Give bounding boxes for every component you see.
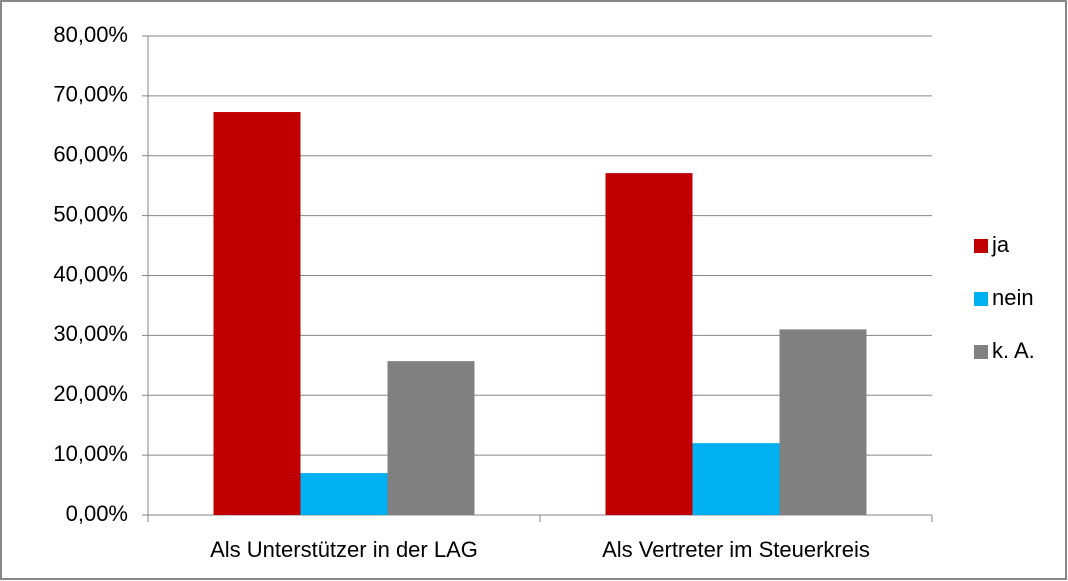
y-tick-label: 0,00% (66, 501, 128, 526)
y-tick-label: 50,00% (53, 201, 128, 226)
legend-label: ja (991, 232, 1010, 257)
legend-label: k. A. (992, 338, 1035, 363)
y-tick-label: 70,00% (53, 82, 128, 107)
bar (387, 361, 475, 515)
legend-label: nein (992, 285, 1034, 310)
y-tick-label: 20,00% (53, 381, 128, 406)
bar (779, 329, 867, 515)
bar (300, 473, 388, 515)
x-tick-label: Als Unterstützer in der LAG (210, 537, 478, 562)
bar (692, 443, 780, 515)
bar (213, 112, 301, 515)
x-tick-label: Als Vertreter im Steuerkreis (602, 537, 870, 562)
y-tick-label: 60,00% (53, 142, 128, 167)
y-tick-label: 30,00% (53, 321, 128, 346)
legend-swatch (974, 239, 988, 253)
y-tick-label: 10,00% (53, 441, 128, 466)
bar (605, 173, 693, 515)
legend-swatch (974, 345, 988, 359)
legend-swatch (974, 292, 988, 306)
y-tick-label: 40,00% (53, 261, 128, 286)
y-tick-label: 80,00% (53, 22, 128, 47)
